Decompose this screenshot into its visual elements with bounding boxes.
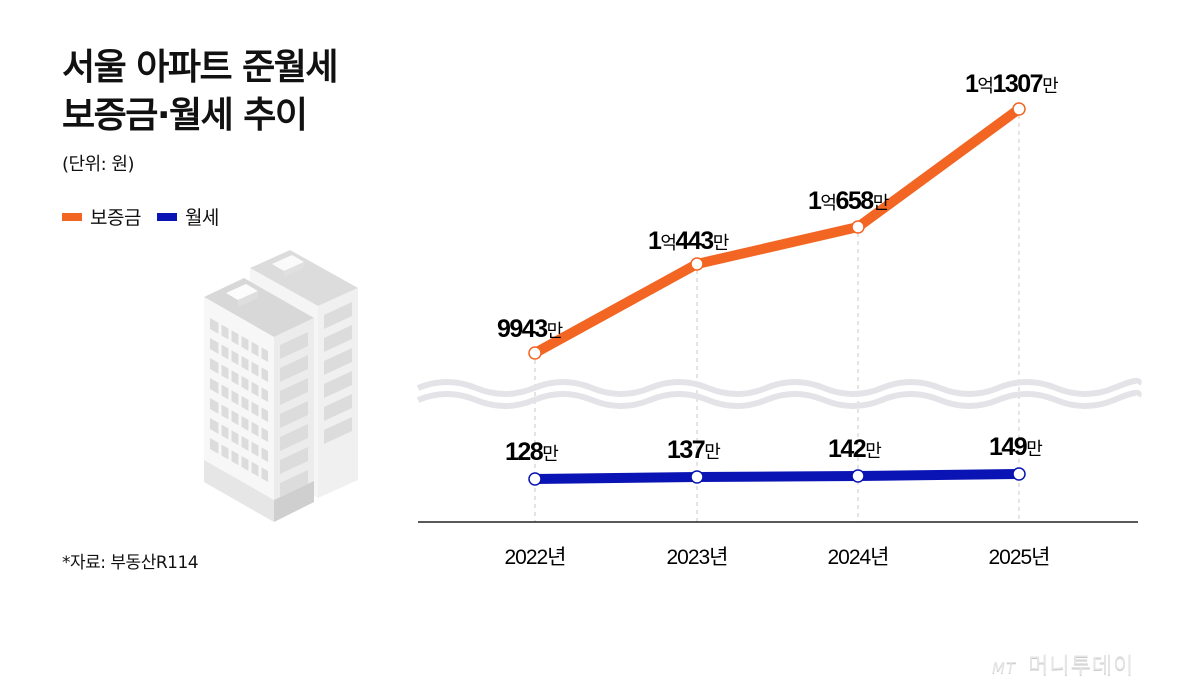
legend-swatch-rent [156,212,177,221]
rent-marker[interactable] [528,472,542,486]
legend-label: 월세 [184,207,219,229]
rent-value-label: 149만 [989,433,1042,461]
deposit-value-label: 1억443만 [648,227,729,255]
chart-title: 서울 아파트 준월세 보증금·월세 추이 [62,44,339,140]
chart-title-line2: 보증금·월세 추이 [62,95,308,136]
legend-label: 보증금 [90,207,141,229]
x-tick-label: 2023년 [666,546,727,569]
apartment-building-icon [204,250,358,522]
rent-marker[interactable] [690,470,704,484]
watermark-logo: MT [992,659,1017,677]
legend-item-deposit: 보증금 [62,203,141,230]
rent-value-label: 142만 [828,435,881,463]
deposit-value-label: 9943만 [497,315,563,343]
deposit-value-label: 1억1307만 [965,70,1058,98]
deposit-value-label: 1억658만 [808,187,889,215]
rent-marker[interactable] [1012,467,1026,481]
deposit-marker[interactable] [851,220,865,234]
legend-item-rent: 월세 [156,203,219,230]
rent-value-label: 128만 [505,438,558,466]
legend: 보증금 월세 [62,203,235,230]
legend-swatch-deposit [62,212,82,221]
deposit-marker[interactable] [528,346,542,360]
x-tick-label: 2022년 [504,546,565,569]
x-tick-label: 2025년 [988,546,1049,569]
unit-label: (단위: 원) [62,154,135,175]
axis-break-waves [416,377,1142,409]
deposit-line [532,104,1022,358]
chart-title-line1: 서울 아파트 준월세 [62,47,339,88]
x-tick-label: 2024년 [827,546,888,569]
source-note: *자료: 부동산R114 [62,553,199,573]
watermark-name: 머니투데이 [1028,654,1135,679]
deposit-marker[interactable] [1012,102,1026,116]
rent-marker[interactable] [851,469,865,483]
deposit-marker[interactable] [690,257,704,271]
watermark: MT 머니투데이 [992,648,1134,680]
rent-line [534,469,1020,484]
rent-value-label: 137만 [667,436,720,464]
